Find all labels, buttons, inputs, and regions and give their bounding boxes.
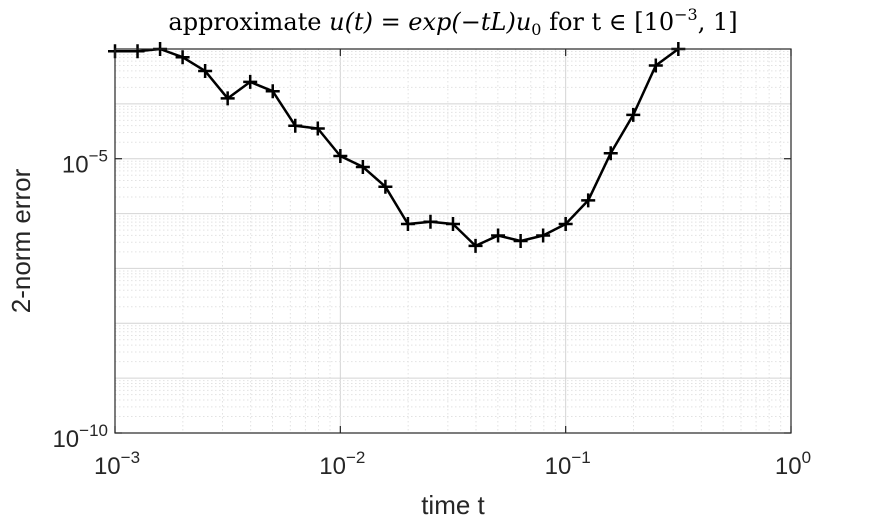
x-tick-label: 10−1 [545,448,591,480]
data-point-plus [423,214,438,229]
data-point-plus [220,91,235,106]
x-axis-label: time t [421,490,485,520]
data-point-plus [378,179,393,194]
x-tick-labels: 10−3 10−2 10−1 100 [94,448,811,480]
series-line [115,47,680,248]
data-point-plus [581,193,596,208]
data-point-plus [355,159,370,174]
data-point-plus [558,216,573,231]
grid [114,48,792,434]
data-point-plus [446,216,460,231]
data-point-plus [626,107,641,122]
data-point-plus [333,148,348,163]
data-point-plus [175,50,190,65]
data-point-plus [310,121,325,136]
data-point-plus [265,84,280,99]
axis-ticks [114,49,792,434]
plot-frame [114,48,792,434]
y-tick-labels: 10−10 10−5 [52,147,108,453]
data-point-plus [288,118,303,133]
data-point-plus [491,228,506,243]
x-tick-label: 100 [775,448,811,480]
x-tick-label: 10−2 [319,448,365,480]
data-point-plus [513,234,528,248]
chart-title: approximate u(t) = exp(−tL)u0 for t ∈ [1… [168,5,737,39]
x-tick-label: 10−3 [94,448,140,480]
data-point-plus [400,216,415,231]
data-point-plus [468,238,483,253]
y-axis-label: 2-norm error [6,168,36,313]
y-tick-label: 10−5 [62,147,108,179]
data-point-plus [243,74,258,89]
data-point-plus [536,228,551,243]
data-point-plus [648,58,663,73]
data-point-plus [603,146,618,161]
plot-background [115,49,791,433]
data-point-plus [130,44,145,59]
data-point-plus [198,63,213,78]
y-tick-label: 10−10 [52,421,108,453]
